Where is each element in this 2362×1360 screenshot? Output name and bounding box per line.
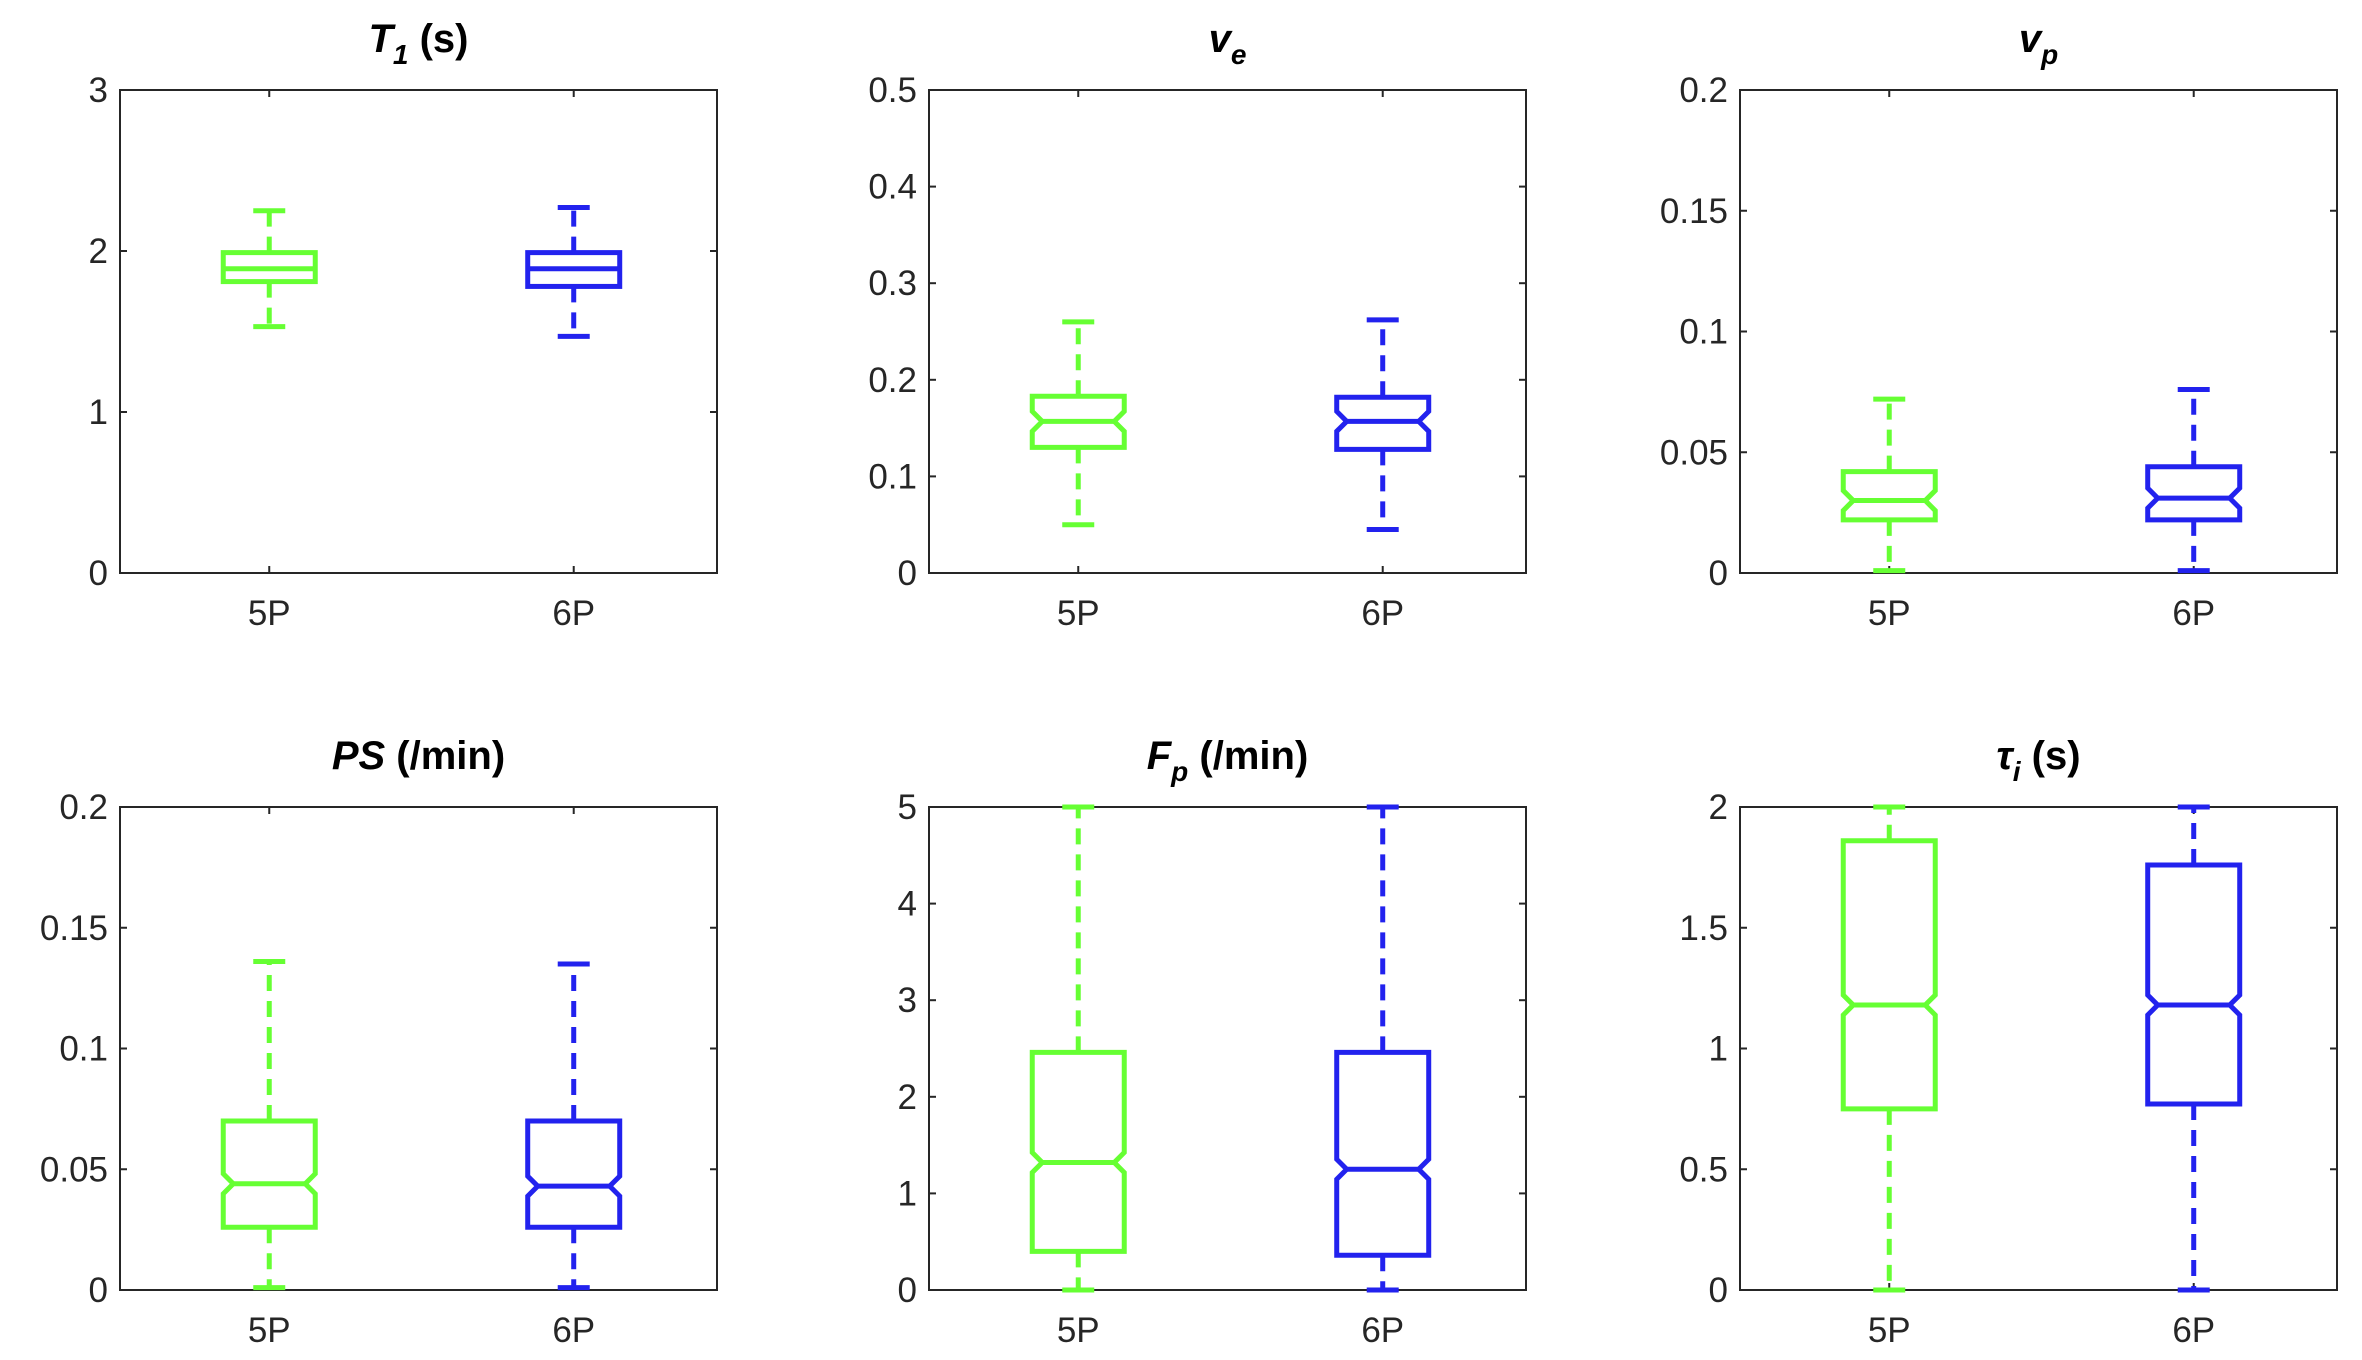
x-tick-label-5P: 5P	[248, 594, 291, 633]
chart-title: Fp (/min)	[1147, 734, 1309, 787]
y-tick-label: 0.5	[1679, 1150, 1728, 1189]
box-body	[1029, 393, 1127, 450]
axes-frame	[1739, 806, 2338, 1291]
box-body	[2145, 862, 2243, 1107]
box-body	[220, 1118, 318, 1230]
y-tick-label: 2	[898, 1078, 917, 1117]
box-body	[525, 1118, 623, 1230]
box-body	[1840, 469, 1938, 523]
y-tick-label: 0	[1709, 1271, 1728, 1310]
y-tick-label: 0.05	[1660, 433, 1728, 472]
y-tick-label: 0.1	[1679, 313, 1728, 352]
box-body	[1840, 838, 1938, 1112]
box-6P	[525, 205, 623, 339]
x-tick-label-6P: 6P	[552, 594, 595, 633]
box-5P	[220, 959, 318, 1291]
y-tick-label: 0	[898, 1271, 917, 1310]
x-tick-label-6P: 6P	[1361, 1311, 1404, 1350]
y-tick-label: 0.15	[40, 909, 108, 948]
x-tick-label-6P: 6P	[2172, 1311, 2215, 1350]
y-tick-label: 0.2	[59, 788, 108, 827]
box-5P	[1840, 804, 1938, 1293]
y-tick-label: 2	[89, 232, 108, 271]
box-6P	[1334, 804, 1432, 1293]
x-tick-label-6P: 6P	[1361, 594, 1404, 633]
y-tick-label: 0.4	[868, 168, 917, 207]
axes-frame	[119, 806, 718, 1291]
box-5P	[1840, 396, 1938, 574]
y-tick-label: 0.1	[868, 457, 917, 496]
y-tick-label: 1	[89, 393, 108, 432]
y-tick-label: 3	[89, 71, 108, 110]
y-tick-label: 0.15	[1660, 192, 1728, 231]
box-6P	[1334, 317, 1432, 533]
y-tick-label: 0	[898, 554, 917, 593]
box-6P	[2145, 804, 2243, 1293]
axes-frame	[928, 89, 1527, 574]
y-tick-label: 0.1	[59, 1030, 108, 1069]
chart-panel-5: 0 1 2 3 4 5 5P 6P Fp (/min)	[898, 734, 1527, 1350]
chart-title: ve	[1209, 17, 1247, 70]
x-tick-label-6P: 6P	[2172, 594, 2215, 633]
y-tick-label: 4	[898, 885, 917, 924]
x-tick-label-6P: 6P	[552, 1311, 595, 1350]
box-6P	[525, 961, 623, 1291]
box-6P	[2145, 386, 2243, 574]
y-tick-label: 0.3	[868, 264, 917, 303]
y-tick-label: 3	[898, 981, 917, 1020]
chart-title: τi (s)	[1996, 734, 2080, 787]
y-tick-label: 0	[89, 554, 108, 593]
chart-panel-6: 0 0.5 1 1.5 2 5P 6P τi (s)	[1679, 734, 2338, 1350]
axes-frame	[119, 89, 718, 574]
y-tick-label: 0.05	[40, 1150, 108, 1189]
chart-panel-4: 0 0.05 0.1 0.15 0.2 5P 6P PS (/min)	[40, 734, 718, 1350]
y-tick-label: 1.5	[1679, 909, 1728, 948]
box-5P	[1029, 804, 1127, 1293]
y-tick-label: 0	[89, 1271, 108, 1310]
x-tick-label-5P: 5P	[248, 1311, 291, 1350]
chart-title: PS (/min)	[332, 734, 505, 778]
y-tick-label: 0	[1709, 554, 1728, 593]
chart-title: vp	[2019, 17, 2058, 70]
chart-panel-3: 0 0.05 0.1 0.15 0.2 5P 6P vp	[1660, 17, 2338, 633]
box-body	[2145, 464, 2243, 523]
box-body	[1029, 1049, 1127, 1254]
y-tick-label: 2	[1709, 788, 1728, 827]
y-tick-label: 1	[1709, 1030, 1728, 1069]
x-tick-label-5P: 5P	[1868, 594, 1911, 633]
chart-panel-1: 0 1 2 3 5P 6P T1 (s)	[89, 17, 718, 633]
box-5P	[220, 208, 318, 330]
x-tick-label-5P: 5P	[1057, 1311, 1100, 1350]
chart-title: T1 (s)	[368, 17, 468, 70]
x-tick-label-5P: 5P	[1868, 1311, 1911, 1350]
x-tick-label-5P: 5P	[1057, 594, 1100, 633]
y-tick-label: 1	[898, 1174, 917, 1213]
y-tick-label: 5	[898, 788, 917, 827]
box-body	[1334, 394, 1432, 452]
box-5P	[1029, 319, 1127, 528]
y-tick-label: 0.5	[868, 71, 917, 110]
y-tick-label: 0.2	[1679, 71, 1728, 110]
axes-frame	[928, 806, 1527, 1291]
box-body	[1334, 1049, 1432, 1258]
y-tick-label: 0.2	[868, 361, 917, 400]
axes-frame	[1739, 89, 2338, 574]
chart-panel-2: 0 0.1 0.2 0.3 0.4 0.5 5P 6P ve	[868, 17, 1527, 633]
